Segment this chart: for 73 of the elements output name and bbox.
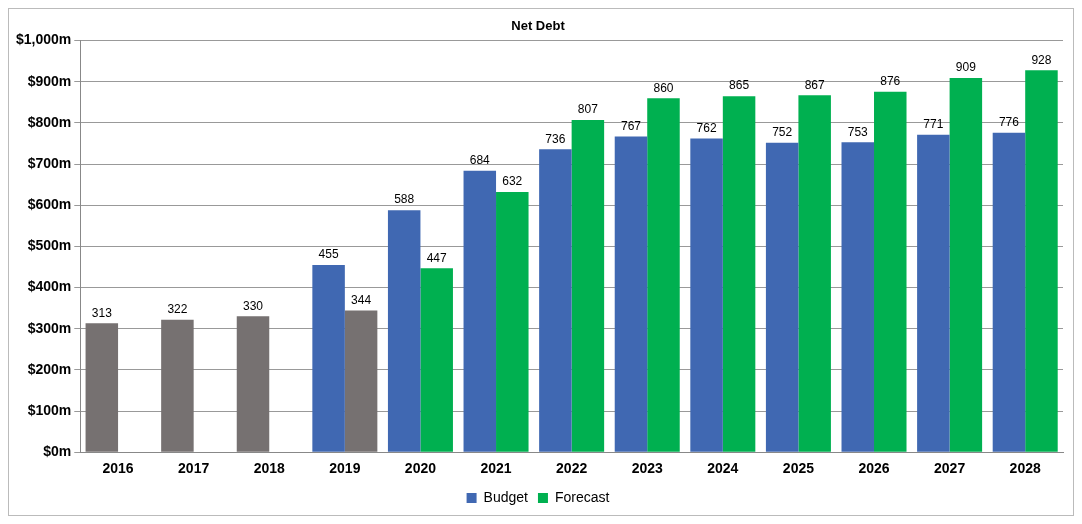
x-tick-label: 2019 xyxy=(329,460,361,477)
data-label: 632 xyxy=(502,174,523,189)
data-label: 867 xyxy=(804,77,825,92)
bar xyxy=(236,316,270,452)
bar xyxy=(917,134,950,452)
data-label: 928 xyxy=(1031,52,1052,67)
data-label: 344 xyxy=(351,292,372,307)
data-label: 762 xyxy=(696,120,717,135)
data-label: 313 xyxy=(91,305,113,320)
x-tick-label: 2022 xyxy=(556,460,588,477)
bar xyxy=(722,96,756,452)
x-tick-label: 2025 xyxy=(782,460,815,477)
y-tick-label: $700m xyxy=(27,154,72,171)
y-tick-label: $100m xyxy=(27,401,72,418)
data-label: 447 xyxy=(426,250,448,265)
x-tick-label: 2027 xyxy=(934,460,966,477)
bar xyxy=(614,136,648,452)
data-label: 752 xyxy=(772,124,793,139)
bar xyxy=(798,95,831,452)
x-tick-label: 2028 xyxy=(1009,460,1041,477)
bar xyxy=(690,138,723,452)
x-tick-label: 2017 xyxy=(178,460,210,477)
bar xyxy=(496,192,529,452)
data-label: 860 xyxy=(653,80,674,95)
bar xyxy=(992,132,1026,452)
y-tick-label: $900m xyxy=(27,72,72,89)
data-label: 330 xyxy=(242,298,264,313)
x-tick-label: 2020 xyxy=(404,460,437,477)
x-tick-label: 2023 xyxy=(631,460,664,477)
y-tick-label: $800m xyxy=(27,113,72,130)
x-tick-label: 2024 xyxy=(707,460,739,477)
x-tick-label: 2016 xyxy=(102,460,134,477)
data-label: 753 xyxy=(847,124,869,139)
data-label: 909 xyxy=(955,60,977,75)
y-tick-label: $600m xyxy=(27,196,72,213)
chart-title: Net Debt xyxy=(511,18,566,34)
bar xyxy=(874,91,907,452)
bar xyxy=(85,323,119,452)
data-label: 865 xyxy=(729,78,750,93)
bar xyxy=(161,319,194,452)
data-label: 767 xyxy=(620,118,642,133)
bar xyxy=(841,142,875,452)
x-tick-label: 2021 xyxy=(480,460,512,477)
bar xyxy=(765,142,799,452)
y-tick-label: $1,000m xyxy=(15,31,72,48)
data-label: 736 xyxy=(545,131,566,146)
x-tick-label: 2018 xyxy=(253,460,286,477)
bar xyxy=(420,268,453,452)
bar xyxy=(1025,70,1058,452)
y-tick-label: $0m xyxy=(43,443,72,460)
x-tick-label: 2026 xyxy=(858,460,890,477)
data-label: 807 xyxy=(577,102,599,117)
y-tick-label: $300m xyxy=(27,319,72,336)
data-label: 876 xyxy=(880,73,901,88)
y-tick-label: $200m xyxy=(27,360,72,377)
bar xyxy=(571,120,605,452)
y-tick-label: $400m xyxy=(27,278,72,295)
bar xyxy=(539,149,572,452)
data-label: 771 xyxy=(923,117,944,132)
data-label: 776 xyxy=(998,115,1020,130)
data-label: 588 xyxy=(394,192,415,207)
bar xyxy=(647,98,680,452)
bar xyxy=(344,310,378,452)
bar xyxy=(312,264,345,452)
data-label: 684 xyxy=(469,152,491,167)
bar xyxy=(949,78,983,452)
bar xyxy=(463,170,497,452)
y-tick-label: $500m xyxy=(27,237,72,254)
data-label: 455 xyxy=(318,247,339,262)
bar xyxy=(387,210,421,452)
data-label: 322 xyxy=(167,301,188,316)
legend-label: Budget xyxy=(483,488,529,505)
legend-label: Forecast xyxy=(554,488,610,505)
